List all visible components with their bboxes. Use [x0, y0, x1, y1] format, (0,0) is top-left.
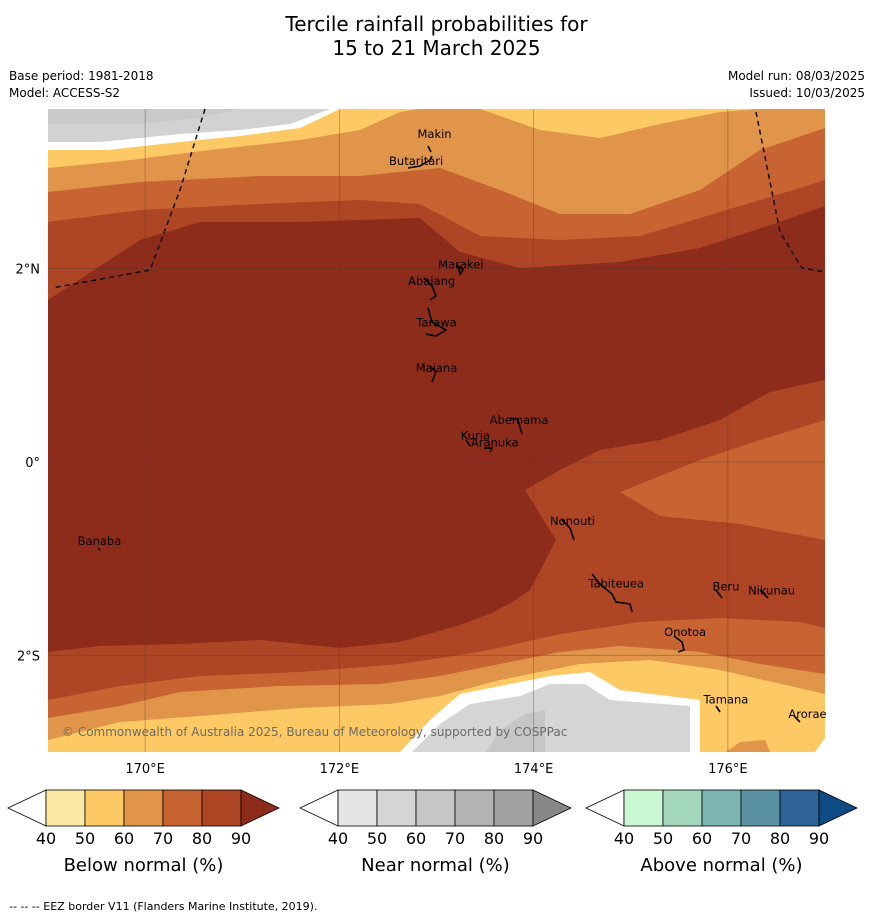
title-line-1: Tercile rainfall probabilities for [285, 12, 588, 36]
place-label: Beru [712, 580, 739, 594]
place-label: Aranuka [471, 435, 519, 449]
latitude-tick-label: 2°N [16, 263, 41, 278]
place-labels: Makin Butaritari Marakei Abaiang Tarawa Maian… [78, 127, 827, 721]
eez-border-west [51, 108, 206, 289]
colorbar-tick-label: 50 [653, 829, 673, 848]
colorbar: 40 50 60 70 80 90 Below normal (%) [7, 789, 280, 876]
colorbar-tick-label: 50 [367, 829, 387, 848]
gridlines [48, 109, 825, 752]
longitude-tick-label: 176°E [708, 762, 748, 777]
base-period: Base period: 1981-2018 [9, 69, 154, 83]
run-info: Model run: 08/03/2025 Issued: 10/03/2025 [728, 68, 865, 102]
colorbar-extension-high [240, 789, 280, 827]
colorbar-extension-high [532, 789, 572, 827]
colorbar-segment [162, 789, 203, 827]
colorbar-tick-label: 70 [445, 829, 465, 848]
place-label: Tarawa [415, 316, 456, 330]
colorbar-tick-label: 60 [114, 829, 134, 848]
colorbar-extension-low [7, 789, 47, 827]
colorbar-title: Below normal (%) [64, 855, 224, 876]
colorbar-tick-label: 40 [36, 829, 56, 848]
colorbar-segment [623, 789, 664, 827]
latitude-labels: 2°N 0° 2°S [16, 263, 41, 665]
place-label: Butaritari [389, 154, 443, 168]
band-90 [48, 206, 825, 652]
colorbar-title: Near normal (%) [361, 855, 510, 876]
colorbar-tick-label: 90 [231, 829, 251, 848]
colorbar-segment [740, 789, 781, 827]
near-normal-south-dark [486, 710, 545, 752]
colorbar-extension-high [818, 789, 858, 827]
place-label: Marakei [438, 258, 483, 272]
colorbar-segment [493, 789, 534, 827]
colorbar-tick-label: 60 [406, 829, 426, 848]
island-outlines [97, 145, 801, 723]
band-60-70-southeast [726, 740, 770, 752]
latitude-tick-label: 2°S [17, 649, 40, 664]
colorbar-segment [415, 789, 456, 827]
model-run-date: Model run: 08/03/2025 [727, 69, 865, 83]
colorbar-tick-label: 90 [809, 829, 829, 848]
map-title: Tercile rainfall probabilities for 15 to… [0, 12, 873, 60]
colorbar-tick-label: 70 [731, 829, 751, 848]
colorbar-tick-label: 50 [75, 829, 95, 848]
colorbar-segment [779, 789, 820, 827]
place-label: Abaiang [408, 274, 455, 288]
colorbar-segment [45, 789, 86, 827]
colorbar: 40 50 60 70 80 90 Above normal (%) [585, 789, 858, 876]
colorbar-segment [701, 789, 742, 827]
colorbar-segment [123, 789, 164, 827]
near-normal-south [412, 684, 690, 752]
colorbar-segment [376, 789, 417, 827]
colorbar-tick-label: 80 [484, 829, 504, 848]
colorbar-segment [454, 789, 495, 827]
eez-legend-note: -- -- -- EEZ border V11 (Flanders Marine… [9, 900, 318, 913]
colorbar-segment [201, 789, 242, 827]
colorbar-segment [84, 789, 125, 827]
place-label: Kuria [461, 429, 490, 443]
colorbar-extension-low [585, 789, 625, 827]
longitude-tick-label: 172°E [320, 762, 360, 777]
place-label: Tabiteuea [587, 577, 644, 591]
colorbar-title: Above normal (%) [640, 855, 802, 876]
colorbar-extension-low [299, 789, 339, 827]
colorbar-segment [337, 789, 378, 827]
place-label: Tamana [703, 693, 749, 707]
place-label: Nonouti [550, 514, 595, 528]
issued-date: Issued: 10/03/2025 [749, 86, 865, 100]
colorbar: 40 50 60 70 80 90 Near normal (%) [299, 789, 572, 876]
colorbar-tick-label: 90 [523, 829, 543, 848]
model-name: Model: ACCESS-S2 [9, 86, 121, 100]
near-normal-north-dark [48, 109, 240, 124]
title-line-2: 15 to 21 March 2025 [332, 36, 541, 60]
colorbar-tick-label: 80 [192, 829, 212, 848]
colorbar-tick-label: 70 [153, 829, 173, 848]
colorbar-tick-label: 40 [328, 829, 348, 848]
copyright-notice: © Commonwealth of Australia 2025, Bureau… [62, 725, 567, 739]
place-label: Maiana [416, 361, 458, 375]
place-label: Nikunau [748, 583, 795, 597]
longitude-labels: 170°E 172°E 174°E 176°E [125, 762, 747, 777]
colorbar-tick-label: 60 [692, 829, 712, 848]
latitude-tick-label: 0° [25, 456, 40, 471]
band-70-80-east [620, 420, 825, 540]
colorbar-segment [662, 789, 703, 827]
longitude-tick-label: 174°E [514, 762, 554, 777]
longitude-tick-label: 170°E [125, 762, 165, 777]
colorbars: 40 50 60 70 80 90 Below normal (%) 40 50 60 70 80 90… [7, 789, 858, 876]
colorbar-tick-label: 40 [614, 829, 634, 848]
place-label: Onotoa [664, 625, 706, 639]
place-label: Arorae [788, 707, 826, 721]
model-info: Base period: 1981-2018 Model: ACCESS-S2 [9, 68, 154, 102]
place-label: Banaba [78, 534, 122, 548]
place-label: Abemama [490, 413, 549, 427]
place-label: Makin [417, 127, 451, 141]
colorbar-tick-label: 80 [770, 829, 790, 848]
near-normal-southeast-white [815, 738, 825, 752]
